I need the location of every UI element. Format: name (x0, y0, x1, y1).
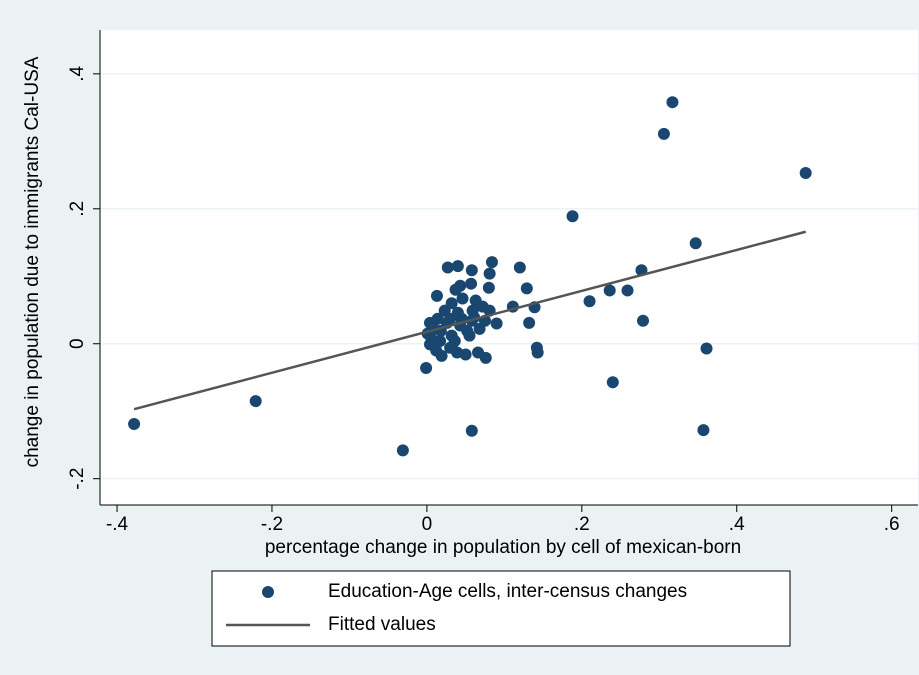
x-axis-title: percentage change in population by cell … (265, 537, 741, 558)
scatter-point (700, 342, 713, 355)
y-axis-title: change in population due to immigrants C… (22, 56, 43, 467)
x-tick-label: 0 (422, 514, 433, 535)
scatter-point (465, 277, 478, 290)
y-tick-label: 0 (67, 338, 88, 349)
scatter-point (420, 362, 433, 375)
x-tick-label: .2 (574, 514, 590, 535)
scatter-point (451, 346, 464, 359)
x-tick-label: .6 (884, 514, 900, 535)
scatter-point (666, 96, 679, 109)
scatter-point (448, 335, 461, 348)
scatter-point (451, 260, 464, 273)
scatter-point (430, 289, 443, 302)
scatter-point (465, 424, 478, 437)
scatter-point (606, 376, 619, 389)
scatter-point (520, 282, 533, 295)
x-tick-label: .4 (729, 514, 745, 535)
scatter-point (472, 346, 485, 359)
y-tick-label: -.2 (67, 468, 88, 490)
scatter-point (483, 267, 496, 280)
scatter-point (603, 284, 616, 297)
scatter-point (799, 167, 812, 180)
scatter-point (531, 346, 544, 359)
plot-area (100, 30, 918, 505)
scatter-point (396, 444, 409, 457)
scatter-point (583, 295, 596, 308)
scatter-point (523, 316, 536, 329)
scatter-point (637, 314, 650, 327)
legend-marker (262, 586, 274, 598)
scatter-point (128, 418, 141, 431)
legend (211, 570, 791, 647)
x-tick-label: -.4 (106, 514, 129, 535)
scatter-point (249, 395, 262, 408)
x-tick-label: -.2 (261, 514, 283, 535)
scatter-point (621, 284, 634, 297)
scatter-point (445, 297, 458, 310)
scatter-point (697, 424, 710, 437)
scatter-point (482, 281, 495, 294)
scatter-point (456, 292, 469, 305)
scatter-point (566, 210, 579, 223)
scatter-point (513, 261, 526, 274)
y-tick-label: .2 (67, 201, 88, 217)
scatter-point (449, 283, 462, 296)
scatter-point (435, 349, 448, 362)
scatter-point (490, 317, 503, 330)
scatter-point (465, 264, 478, 277)
scatter-point (441, 261, 454, 274)
scatter-point (657, 127, 670, 140)
scatter-point (434, 335, 447, 348)
scatter-point (689, 237, 702, 250)
y-tick-label: .4 (67, 66, 88, 82)
scatter-point (444, 312, 457, 325)
legend-label: Education-Age cells, inter-census change… (328, 581, 687, 602)
fit-line (133, 230, 806, 411)
legend-label: Fitted values (328, 614, 436, 635)
scatter-point (431, 312, 444, 325)
scatter-point (485, 256, 498, 269)
